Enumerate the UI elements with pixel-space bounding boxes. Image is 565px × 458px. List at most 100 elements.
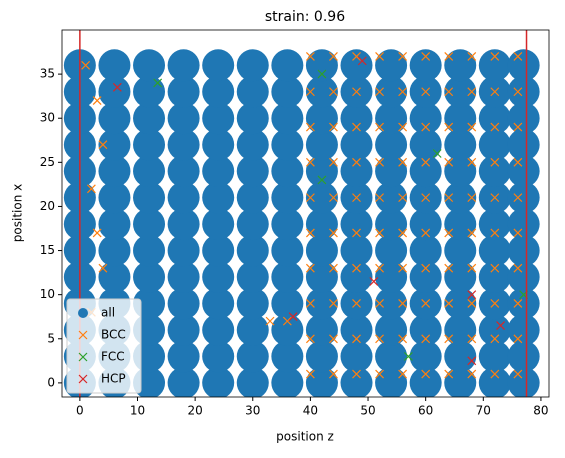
point (513, 193, 523, 203)
point (444, 234, 477, 267)
point (236, 340, 269, 373)
point (340, 234, 373, 267)
point (98, 75, 131, 108)
point (133, 102, 166, 135)
point (340, 261, 373, 294)
point (202, 102, 235, 135)
x-axis-label: position z (276, 430, 334, 444)
point (329, 193, 338, 203)
point (98, 102, 131, 135)
point (398, 369, 408, 379)
point (403, 351, 413, 361)
point (507, 313, 540, 346)
point (478, 234, 511, 267)
point (305, 334, 315, 344)
point (282, 316, 292, 326)
point (305, 87, 315, 97)
legend-marker (78, 330, 88, 340)
point (375, 261, 408, 294)
legend-box (66, 298, 142, 394)
point (305, 102, 338, 135)
point (329, 122, 338, 132)
point (375, 193, 384, 203)
point (467, 334, 477, 344)
legend-marker (78, 308, 88, 318)
point (398, 157, 408, 167)
point (409, 102, 442, 135)
point (398, 193, 408, 203)
point (490, 157, 500, 167)
point (133, 208, 166, 241)
point (133, 128, 166, 161)
point (444, 52, 454, 61)
point (490, 334, 500, 344)
point (444, 208, 477, 241)
point (236, 181, 269, 214)
point (329, 299, 338, 308)
point (444, 334, 454, 344)
y-tick-label: 20 (40, 199, 55, 213)
legend-label: all (101, 306, 115, 320)
point (421, 334, 431, 344)
point (478, 366, 511, 397)
point (167, 340, 200, 373)
point (271, 208, 304, 241)
point (490, 369, 500, 379)
point (513, 87, 523, 97)
point (467, 290, 477, 300)
point (421, 228, 431, 238)
point (513, 157, 523, 167)
point (133, 181, 166, 214)
y-tick-label: 10 (40, 287, 55, 301)
point (305, 157, 315, 167)
point (375, 366, 408, 397)
point (202, 208, 235, 241)
point (375, 334, 384, 344)
point (444, 102, 477, 135)
point (478, 261, 511, 294)
point (271, 49, 304, 82)
point (444, 263, 454, 273)
point (112, 82, 122, 92)
point (167, 75, 200, 108)
y-tick-label: 5 (47, 331, 55, 345)
point (507, 155, 540, 188)
point (352, 369, 361, 379)
point (305, 340, 338, 373)
point (467, 356, 477, 366)
point (340, 155, 373, 188)
legend-marker (78, 374, 88, 384)
y-tick-label: 25 (40, 155, 55, 169)
point (398, 263, 408, 273)
point (271, 128, 304, 161)
point (86, 184, 96, 194)
point (329, 157, 338, 167)
point (271, 366, 304, 397)
legend-label: FCC (101, 350, 125, 364)
point (236, 234, 269, 267)
point (513, 52, 523, 61)
point (398, 334, 408, 344)
x-tick-label: 20 (187, 404, 202, 418)
point (409, 261, 442, 294)
point (340, 340, 373, 373)
point (444, 155, 477, 188)
point (467, 263, 477, 273)
point (271, 102, 304, 135)
point (202, 75, 235, 108)
point (478, 208, 511, 241)
point (467, 193, 477, 203)
point (352, 193, 361, 203)
point (507, 234, 540, 267)
point (352, 52, 361, 61)
point (305, 52, 315, 61)
point (490, 299, 500, 308)
point (305, 287, 338, 320)
point (467, 369, 477, 379)
legend-marker (78, 352, 88, 362)
point (202, 287, 235, 320)
point (478, 102, 511, 135)
point (467, 87, 477, 97)
point (98, 128, 131, 161)
point (490, 87, 500, 97)
